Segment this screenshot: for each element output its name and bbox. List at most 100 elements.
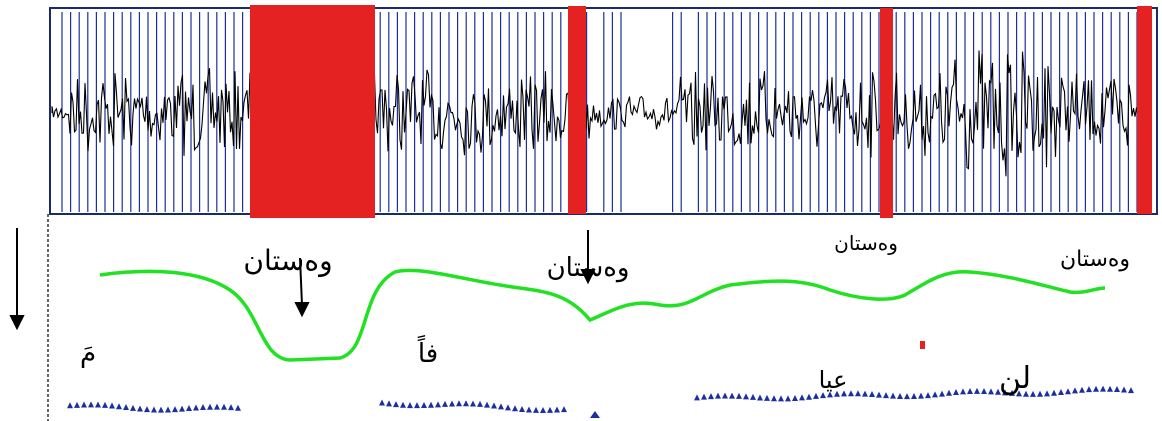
track-point: [722, 392, 728, 399]
track-point: [918, 392, 924, 399]
track-point: [939, 390, 945, 397]
track-point: [736, 392, 742, 399]
track-point: [491, 402, 497, 409]
track-point: [953, 389, 959, 396]
track-point: [214, 403, 220, 410]
track-point: [1009, 389, 1015, 396]
track-point: [1072, 387, 1078, 394]
track-point: [1037, 390, 1043, 397]
track-point: [470, 400, 476, 407]
track-point: [400, 401, 406, 408]
track-point: [207, 403, 213, 410]
track-point: [820, 392, 826, 399]
track-point: [995, 388, 1001, 395]
track-point: [960, 388, 966, 395]
arrow-head: [9, 315, 25, 331]
pause-label: وەستان: [547, 253, 630, 283]
track-point: [193, 404, 199, 411]
track-point: [1030, 390, 1036, 397]
track-point: [421, 402, 427, 409]
track-point: [95, 401, 101, 408]
track-point: [778, 395, 784, 402]
track-point: [827, 391, 833, 398]
track-point: [813, 392, 819, 399]
waveform: [51, 50, 1150, 177]
track-point: [1128, 387, 1134, 394]
track-point: [505, 404, 511, 411]
track-point: [1086, 386, 1092, 393]
track-point: [512, 405, 518, 412]
arrow-head: [294, 302, 310, 318]
track-point: [1044, 390, 1050, 397]
track-point: [792, 394, 798, 401]
track-point: [463, 400, 469, 407]
track-point: [547, 406, 553, 413]
track-point: [1107, 385, 1113, 392]
waveform-frame: [49, 7, 1158, 215]
track-point: [806, 393, 812, 400]
track-point: [123, 404, 129, 411]
track-point: [946, 389, 952, 396]
track-point: [158, 406, 164, 413]
track-point: [932, 391, 938, 398]
track-point: [890, 392, 896, 399]
track-point: [694, 394, 700, 401]
pause-label: وەستان: [1060, 247, 1130, 272]
track-point: [74, 401, 80, 408]
track-point: [925, 392, 931, 399]
pause-block: [568, 6, 586, 214]
track-point: [848, 390, 854, 397]
red-dot: [920, 341, 925, 349]
track-point: [540, 406, 546, 413]
track-point: [1023, 390, 1029, 397]
track-point: [883, 392, 889, 399]
track-point: [1093, 385, 1099, 392]
track-point: [519, 406, 525, 413]
track-point: [561, 406, 567, 413]
track-point: [379, 399, 385, 406]
track-point: [533, 406, 539, 413]
track-point: [715, 392, 721, 399]
track-point: [743, 393, 749, 400]
track-point: [172, 406, 178, 413]
track-point: [1065, 388, 1071, 395]
track-point: [428, 401, 434, 408]
track-point: [442, 400, 448, 407]
pause-block: [1137, 6, 1152, 214]
track-point: [179, 405, 185, 412]
track-point: [841, 390, 847, 397]
track-point: [981, 388, 987, 395]
track-point: [221, 403, 227, 410]
track-point: [764, 394, 770, 401]
syllable-label: مَ: [80, 339, 96, 369]
track-point: [757, 394, 763, 401]
track-point: [855, 390, 861, 397]
track-point: [435, 401, 441, 408]
track-point: [869, 391, 875, 398]
track-point: [393, 401, 399, 408]
track-point: [477, 400, 483, 407]
pause-label: وەستان: [834, 231, 898, 255]
syllable-label: فاً: [417, 334, 438, 369]
track-point: [498, 403, 504, 410]
track-point: [785, 395, 791, 402]
track-point: [484, 401, 490, 408]
track-point: [228, 404, 234, 411]
syllable-label: لن: [999, 361, 1031, 396]
track-point: [109, 402, 115, 409]
waveform-panel: [51, 12, 1150, 212]
track-point: [200, 404, 206, 411]
track-point: [102, 401, 108, 408]
track-point: [116, 403, 122, 410]
track-point: [449, 400, 455, 407]
track-point: [967, 388, 973, 395]
track-point: [988, 388, 994, 395]
track-point: [701, 393, 707, 400]
track-point: [799, 394, 805, 401]
pause-block: [880, 8, 893, 218]
track-point: [386, 400, 392, 407]
track-point: [876, 391, 882, 398]
track-point: [1121, 386, 1127, 393]
track-point: [456, 400, 462, 407]
pitch-contour: [99, 268, 1106, 362]
